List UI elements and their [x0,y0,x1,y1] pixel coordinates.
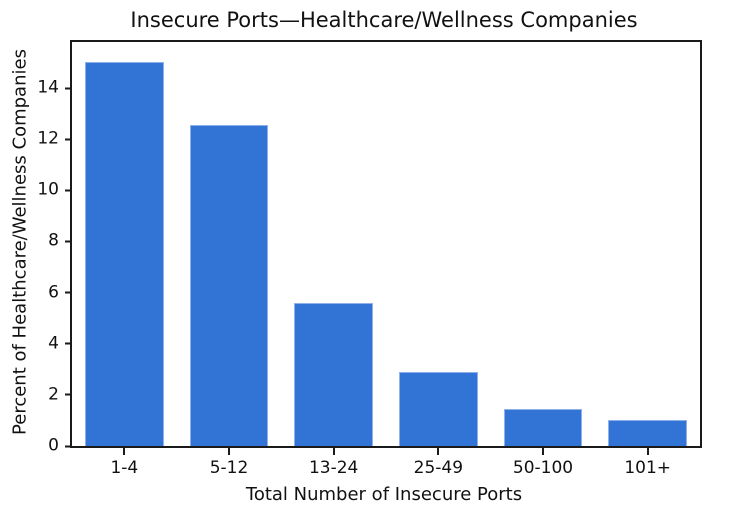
plot-area: 0 2 4 6 8 10 12 14 1-4 5-12 13-24 25-49 50-100 101+ [37,40,702,478]
bar [503,408,583,446]
x-tick-mark [542,448,545,455]
y-axis-label: Percent of Healthcare/Wellness Companies [9,49,31,435]
y-tick-mark [65,240,72,243]
y-tick-mark [65,291,72,294]
y-tick-mark [65,393,72,396]
y-tick: 4 [48,335,72,352]
x-tick-mark [437,448,440,455]
y-tick-label: 12 [37,128,59,149]
y-tick-label: 14 [37,77,59,98]
y-tick: 2 [48,386,72,403]
y-tick-label: 10 [37,179,59,200]
bar-slot: 13-24 [281,42,386,478]
x-tick-label: 101+ [624,458,672,478]
bar-slot: 5-12 [177,42,282,478]
x-tick-label: 1-4 [110,458,139,478]
bar [608,420,687,446]
x-tick-mark [228,448,230,455]
y-tick-mark [65,445,72,447]
chart-title: Insecure Ports—Healthcare/Wellness Compa… [130,8,638,32]
bars-container: 1-4 5-12 13-24 25-49 50-100 101+ [72,42,700,478]
bar-slot: 50-100 [491,42,596,478]
y-tick: 0 [48,435,72,456]
y-tick-mark [65,189,72,192]
y-tick-label: 0 [48,435,59,456]
x-axis-label: Total Number of Insecure Ports [245,484,523,505]
bar [399,371,478,446]
y-tick-label: 6 [48,282,59,303]
bar [294,302,373,446]
x-tick-mark [332,448,335,455]
y-tick-mark [65,138,72,141]
bar-slot: 1-4 [72,42,177,478]
y-tick: 8 [48,230,72,251]
bar-slot: 101+ [595,42,700,478]
bar-slot: 25-49 [386,42,491,478]
x-tick-label: 13-24 [308,458,359,478]
x-tick-mark [123,448,126,455]
bar [85,62,164,446]
y-tick: 14 [37,77,72,98]
x-tick-label: 50-100 [512,458,574,478]
y-tick: 6 [48,284,72,301]
y-tick: 12 [37,128,72,149]
y-tick: 10 [37,179,72,200]
y-tick-mark [65,342,72,345]
bar [189,125,269,446]
y-tick-label: 4 [48,333,59,354]
x-tick-label: 5-12 [209,458,249,478]
y-tick-mark [65,87,72,90]
y-tick-label: 8 [48,230,59,251]
y-tick-label: 2 [48,384,59,405]
x-tick-label: 25-49 [413,458,464,478]
x-tick-mark [646,448,649,455]
